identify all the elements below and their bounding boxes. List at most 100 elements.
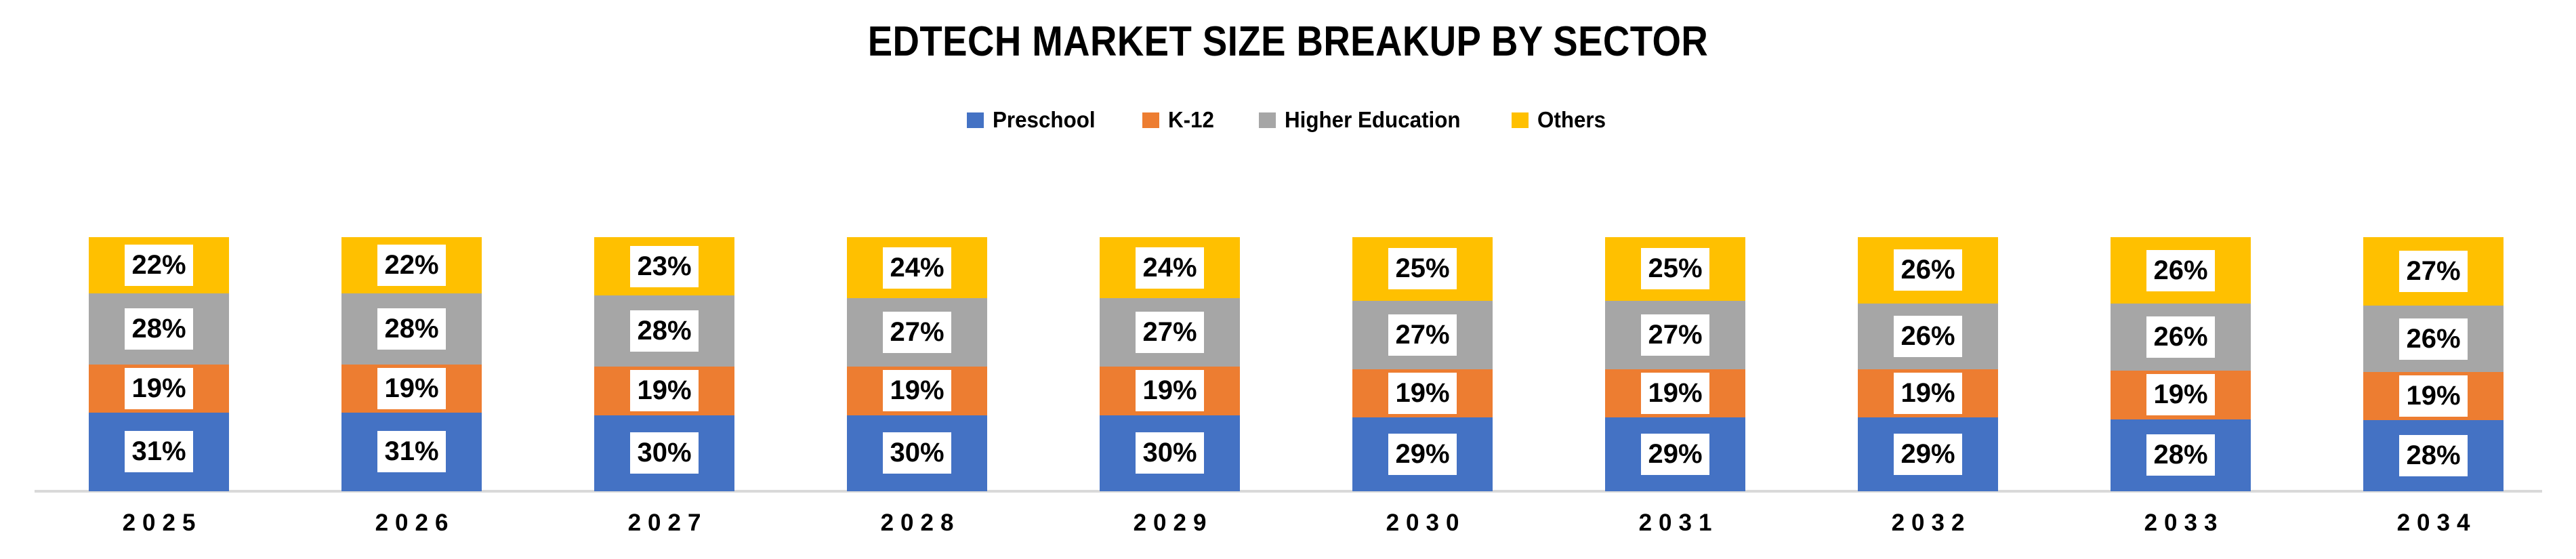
stacked-bar-2027: 23% 28% 19% 30% (594, 237, 734, 491)
segment-higher-education-2034: 26% (2363, 306, 2504, 372)
segment-higher-education-2031: 27% (1605, 300, 1745, 369)
segment-higher-education-2028: 27% (847, 298, 987, 367)
segment-preschool-2028: 30% (847, 415, 987, 491)
segment-k-12-2029: 19% (1100, 367, 1240, 415)
bar-column-2033: 26% 26% 19% 28% (2054, 237, 2307, 491)
segment-others-2027: 23% (594, 237, 734, 296)
bar-column-2028: 24% 27% 19% 30% (791, 237, 1043, 491)
segment-k-12-2032: 19% (1858, 369, 1998, 418)
value-label: 26% (2146, 316, 2215, 358)
segment-others-2033: 26% (2111, 237, 2251, 304)
value-label: 25% (1388, 248, 1457, 290)
value-label: 19% (377, 367, 446, 409)
segment-k-12-2028: 19% (847, 367, 987, 415)
chart-title: EDTECH MARKET SIZE BREAKUP BY SECTOR (867, 18, 1709, 65)
value-label: 19% (630, 370, 699, 412)
x-axis-label-2033: 2033 (2144, 510, 2224, 536)
value-label: 28% (125, 308, 193, 350)
segment-others-2026: 22% (341, 237, 482, 293)
legend-swatch-others (1511, 112, 1529, 128)
bar-column-2034: 27% 26% 19% 28% (2307, 237, 2560, 491)
stacked-bar-2029: 24% 27% 19% 30% (1100, 237, 1240, 491)
legend-swatch-k-12 (1142, 112, 1160, 128)
value-label: 27% (883, 312, 951, 354)
segment-higher-education-2033: 26% (2111, 304, 2251, 371)
bar-column-2026: 22% 28% 19% 31% (285, 237, 538, 491)
segment-preschool-2026: 31% (341, 412, 482, 491)
segment-preschool-2033: 28% (2111, 419, 2251, 491)
value-label: 25% (1641, 248, 1709, 290)
segment-preschool-2031: 29% (1605, 417, 1745, 491)
segment-k-12-2030: 19% (1352, 369, 1493, 418)
value-label: 19% (125, 367, 193, 409)
segment-higher-education-2026: 28% (341, 293, 482, 365)
value-label: 31% (125, 431, 193, 473)
segment-preschool-2030: 29% (1352, 417, 1493, 491)
bar-column-2032: 26% 26% 19% 29% (1802, 237, 2054, 491)
stacked-bar-2028: 24% 27% 19% 30% (847, 237, 987, 491)
value-label: 19% (1136, 370, 1204, 412)
segment-k-12-2031: 19% (1605, 369, 1745, 418)
x-axis-label-2031: 2031 (1638, 510, 1719, 536)
x-axis-label-2032: 2032 (1891, 510, 1972, 536)
plot-area: 22% 28% 19% 31% 22% 28% 19% 31% 23% 28% 19% 30% 24% 2… (33, 237, 2560, 491)
segment-k-12-2034: 19% (2363, 371, 2504, 420)
value-label: 28% (2146, 434, 2215, 476)
value-label: 26% (2399, 318, 2468, 360)
segment-higher-education-2030: 27% (1352, 300, 1493, 369)
legend-item-higher-education: Higher Education (1258, 107, 1470, 133)
segment-others-2025: 22% (89, 237, 229, 293)
bar-column-2029: 24% 27% 19% 30% (1043, 237, 1296, 491)
value-label: 19% (1641, 373, 1709, 415)
segment-higher-education-2025: 28% (89, 293, 229, 365)
x-axis-label-2029: 2029 (1133, 510, 1213, 536)
segment-preschool-2032: 29% (1858, 417, 1998, 491)
value-label: 30% (1136, 432, 1204, 474)
value-label: 27% (1388, 314, 1457, 356)
value-label: 19% (2399, 375, 2468, 417)
legend-swatch-higher-education (1258, 112, 1276, 128)
segment-k-12-2027: 19% (594, 367, 734, 415)
value-label: 26% (1894, 315, 1962, 357)
value-label: 19% (1388, 373, 1457, 415)
legend-label: K-12 (1168, 107, 1215, 132)
stacked-bar-2025: 22% 28% 19% 31% (89, 237, 229, 491)
legend-swatch-preschool (966, 112, 984, 128)
value-label: 19% (2146, 374, 2215, 416)
segment-k-12-2026: 19% (341, 364, 482, 413)
value-label: 29% (1641, 434, 1709, 476)
x-axis-label-2028: 2028 (880, 510, 961, 536)
value-label: 30% (630, 432, 699, 474)
segment-higher-education-2027: 28% (594, 295, 734, 367)
value-label: 23% (630, 245, 699, 287)
segment-higher-education-2029: 27% (1100, 298, 1240, 367)
bar-column-2031: 25% 27% 19% 29% (1549, 237, 1802, 491)
value-label: 29% (1894, 434, 1962, 476)
segment-others-2032: 26% (1858, 237, 1998, 304)
legend-item-preschool: Preschool (966, 107, 1101, 133)
segment-preschool-2027: 30% (594, 415, 734, 491)
segment-higher-education-2032: 26% (1858, 303, 1998, 369)
legend-label: Preschool (992, 107, 1096, 132)
stacked-bar-2026: 22% 28% 19% 31% (341, 237, 482, 491)
value-label: 26% (2146, 249, 2215, 291)
segment-k-12-2025: 19% (89, 364, 229, 413)
segment-others-2030: 25% (1352, 237, 1493, 301)
stacked-bar-2031: 25% 27% 19% 29% (1605, 237, 1745, 491)
legend-label: Others (1537, 107, 1606, 132)
x-axis-label-2026: 2026 (375, 510, 455, 536)
x-axis-label-2030: 2030 (1386, 510, 1466, 536)
segment-k-12-2033: 19% (2111, 370, 2251, 419)
x-axis-label-2027: 2027 (627, 510, 708, 536)
x-axis-label-2025: 2025 (122, 510, 203, 536)
value-label: 27% (1136, 312, 1204, 354)
value-label: 24% (883, 247, 951, 289)
segment-others-2029: 24% (1100, 237, 1240, 298)
value-label: 22% (125, 244, 193, 286)
segment-others-2034: 27% (2363, 237, 2504, 306)
value-label: 27% (2399, 251, 2468, 293)
value-label: 28% (2399, 435, 2468, 476)
stacked-bar-2034: 27% 26% 19% 28% (2363, 237, 2504, 491)
value-label: 28% (630, 310, 699, 352)
